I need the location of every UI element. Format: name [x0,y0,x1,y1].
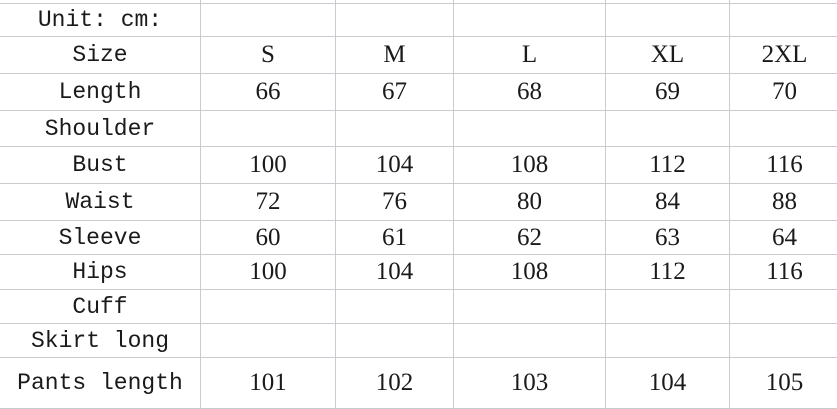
value-cell [201,111,336,147]
value-cell: 69 [606,74,730,111]
size-cell: L [454,37,606,74]
value-cell [454,111,606,147]
value-cell: 101 [201,358,336,409]
value-cell: 112 [606,147,730,184]
value-cell: 88 [730,184,837,221]
table-row-size-header: Size S M L XL 2XL [0,37,837,74]
value-cell [201,290,336,324]
value-cell: 67 [336,74,454,111]
value-cell: 100 [201,147,336,184]
row-label: Pants length [0,358,201,409]
row-label: Length [0,74,201,111]
value-cell [454,290,606,324]
value-cell [730,324,837,358]
value-cell: 76 [336,184,454,221]
row-label: Bust [0,147,201,184]
unit-label: Unit: cm: [0,4,201,37]
value-cell: 112 [606,255,730,290]
table-row-unit: Unit: cm: [0,4,837,37]
table-row: Shoulder [0,111,837,147]
value-cell: 61 [336,221,454,255]
value-cell: 68 [454,74,606,111]
value-cell: 64 [730,221,837,255]
value-cell: 116 [730,255,837,290]
row-label: Hips [0,255,201,290]
value-cell: 80 [454,184,606,221]
value-cell [606,324,730,358]
value-cell: 66 [201,74,336,111]
value-cell [730,111,837,147]
value-cell [606,290,730,324]
value-cell: 105 [730,358,837,409]
value-cell: 63 [606,221,730,255]
size-cell: XL [606,37,730,74]
value-cell: 108 [454,147,606,184]
value-cell [454,324,606,358]
value-cell: 104 [336,255,454,290]
value-cell: 62 [454,221,606,255]
row-label: Sleeve [0,221,201,255]
value-cell: 104 [336,147,454,184]
size-cell: S [201,37,336,74]
size-cell: M [336,37,454,74]
value-cell: 104 [606,358,730,409]
value-cell [336,111,454,147]
value-cell: 60 [201,221,336,255]
table-row: Skirt long [0,324,837,358]
size-cell: 2XL [730,37,837,74]
value-cell: 108 [454,255,606,290]
size-header-label: Size [0,37,201,74]
value-cell [336,324,454,358]
value-cell [201,324,336,358]
row-label: Waist [0,184,201,221]
value-cell [606,111,730,147]
table-row: Cuff [0,290,837,324]
value-cell: 116 [730,147,837,184]
row-label: Shoulder [0,111,201,147]
row-label: Skirt long [0,324,201,358]
value-cell: 70 [730,74,837,111]
row-label: Cuff [0,290,201,324]
value-cell: 102 [336,358,454,409]
value-cell [730,290,837,324]
value-cell: 103 [454,358,606,409]
value-cell: 72 [201,184,336,221]
value-cell [336,290,454,324]
value-cell: 84 [606,184,730,221]
value-cell: 100 [201,255,336,290]
